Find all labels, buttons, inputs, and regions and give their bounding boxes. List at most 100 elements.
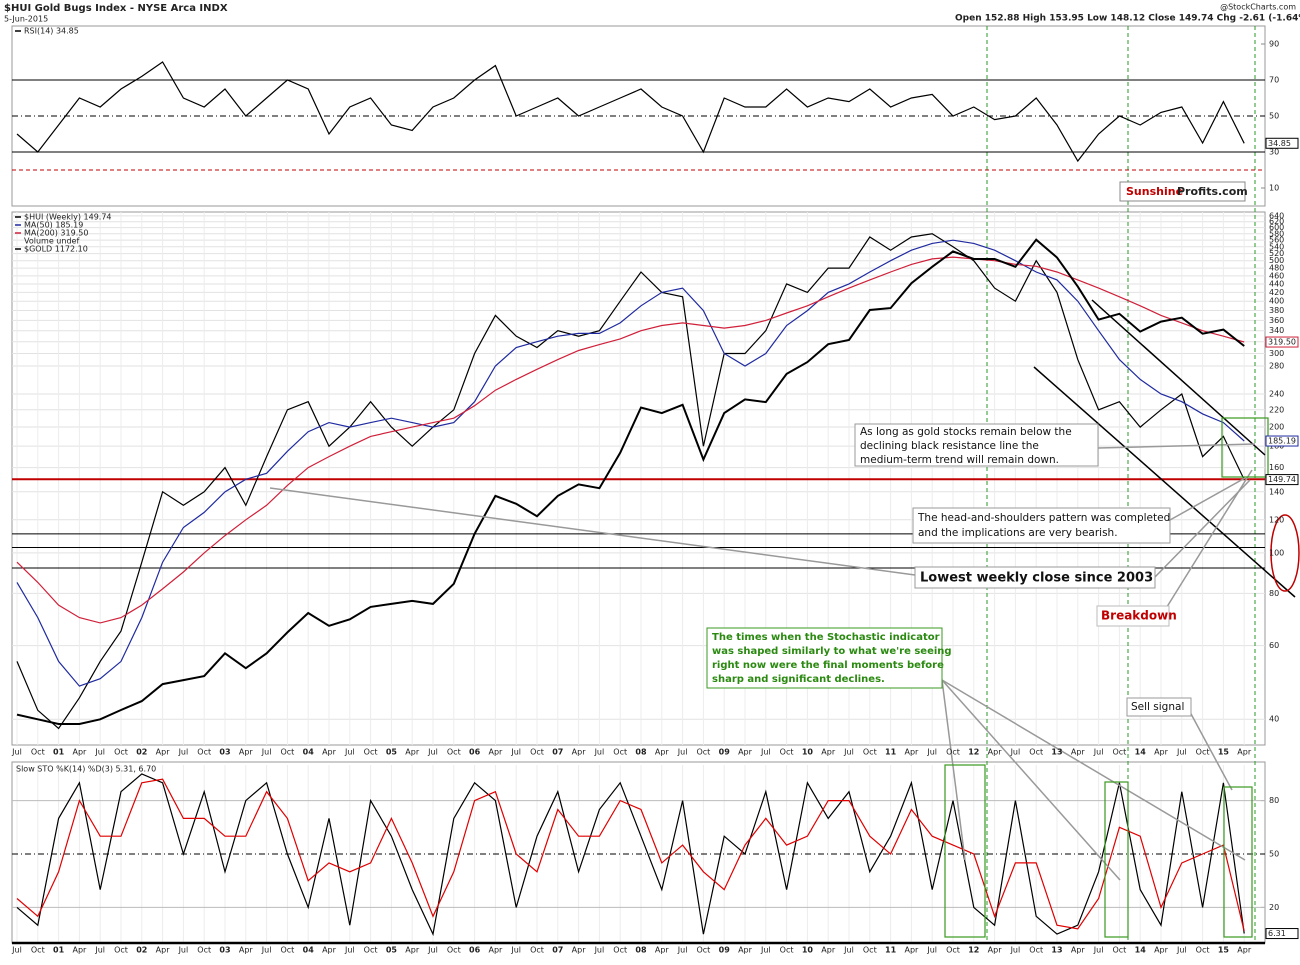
end-label: 149.74	[1268, 475, 1296, 484]
x-tick-label: Oct	[613, 748, 627, 757]
x-tick-label: Oct	[1196, 946, 1210, 955]
annotation-line: and the implications are very bearish.	[918, 527, 1118, 539]
x-tick-label: Jul	[1176, 946, 1187, 955]
annotation-box	[1126, 697, 1192, 717]
x-tick-label: Apr	[572, 748, 587, 757]
x-tick-label: 14	[1135, 946, 1147, 955]
y-tick-label: 380	[1269, 306, 1284, 315]
end-label: 185.19	[1268, 437, 1296, 446]
series-line	[16, 61, 1245, 163]
end-label: 34.85	[1268, 139, 1291, 148]
y-tick-label: 560	[1269, 236, 1284, 245]
y-tick-label: 400	[1269, 297, 1284, 306]
x-tick-label: Apr	[239, 946, 254, 955]
x-tick-label: 02	[136, 946, 147, 955]
x-tick-label: Apr	[1237, 748, 1252, 757]
x-tick-label: Apr	[239, 748, 254, 757]
pattern-box	[1104, 781, 1129, 938]
logo-part2: Profits.com	[1177, 185, 1248, 198]
x-tick-label: Apr	[322, 748, 337, 757]
x-tick-label: Jul	[94, 946, 105, 955]
x-tick-label: Oct	[31, 946, 45, 955]
annotation-line: was shaped similarly to what we're seein…	[712, 646, 952, 657]
x-tick-label: Oct	[114, 748, 128, 757]
series-line	[16, 256, 1245, 624]
x-tick-label: 07	[552, 946, 563, 955]
end-label: 319.50	[1268, 338, 1296, 347]
x-tick-label: Jul	[843, 748, 854, 757]
pointer	[941, 679, 1246, 861]
x-tick-label: Jul	[594, 748, 605, 757]
y-tick-label: 240	[1269, 389, 1284, 398]
trend-lines	[1033, 299, 1296, 598]
x-tick-label: 06	[469, 748, 481, 757]
legend-entry: RSI(14) 34.85	[24, 27, 79, 36]
pattern-box	[1223, 786, 1253, 938]
y-tick-label: 460	[1269, 271, 1284, 280]
x-tick-label: Jul	[344, 946, 355, 955]
pointers	[269, 443, 1256, 881]
pointer	[1164, 469, 1253, 611]
x-tick-label: Oct	[1112, 748, 1126, 757]
x-tick-label: Jul	[427, 946, 438, 955]
series-line	[16, 238, 1245, 725]
x-tick-label: Apr	[655, 748, 670, 757]
x-tick-label: Jul	[926, 946, 937, 955]
pointer	[941, 679, 1121, 881]
x-tick-label: 13	[1051, 748, 1062, 757]
x-tick-label: 15	[1218, 748, 1230, 757]
x-tick-label: 12	[968, 946, 979, 955]
annotation-line: declining black resistance line the	[860, 440, 1039, 452]
y-tick-label: 540	[1269, 242, 1284, 251]
x-tick-label: 01	[53, 748, 65, 757]
annotation-line: The times when the Stochastic indicator	[712, 632, 940, 643]
y-tick-label: 80	[1269, 589, 1279, 598]
x-tick-label: 01	[53, 946, 65, 955]
series-line	[16, 239, 1245, 687]
y-tick-label: 80	[1269, 796, 1279, 805]
x-tick-label: 08	[635, 748, 647, 757]
x-tick-label: Jul	[178, 748, 189, 757]
annotation-lowest: Lowest weekly close since 2003	[920, 571, 1153, 586]
legend-entry: Volume undef	[24, 237, 79, 246]
x-tick-label: Oct	[696, 748, 710, 757]
x-tick-label: Oct	[197, 748, 211, 757]
y-tick-label: 70	[1269, 76, 1279, 85]
x-tick-label: Oct	[1196, 748, 1210, 757]
y-tick-label: 120	[1269, 515, 1284, 524]
end-label-box	[1265, 435, 1299, 447]
annotation-line: The head-and-shoulders pattern was compl…	[917, 512, 1170, 524]
x-tick-label: 10	[802, 748, 814, 757]
y-tick-label: 280	[1269, 361, 1284, 370]
x-tick-label: 07	[552, 748, 563, 757]
x-tick-label: Apr	[1154, 748, 1169, 757]
y-tick-label: 90	[1269, 40, 1279, 49]
x-tick-label: 05	[386, 946, 398, 955]
end-label-box	[1265, 928, 1299, 940]
x-tick-label: 06	[469, 946, 481, 955]
pointer	[941, 679, 966, 861]
y-tick-label: 220	[1269, 405, 1284, 414]
y-tick-label: 500	[1269, 256, 1284, 265]
x-tick-label: Apr	[405, 946, 420, 955]
quote: Open 152.88 High 153.95 Low 148.12 Close…	[955, 14, 1300, 24]
x-tick-label: Jul	[178, 946, 189, 955]
x-tick-label: Oct	[1029, 946, 1043, 955]
annotation-line: medium-term trend will remain down.	[860, 454, 1059, 466]
series-line	[16, 233, 1245, 730]
annotation-box	[854, 423, 1099, 467]
pattern-box	[944, 764, 986, 938]
x-tick-label: Apr	[1237, 946, 1252, 955]
x-tick-label: 13	[1051, 946, 1062, 955]
x-tick-label: Oct	[613, 946, 627, 955]
pointer	[1154, 479, 1251, 578]
x-tick-label: Oct	[530, 946, 544, 955]
y-tick-label: 600	[1269, 223, 1284, 232]
x-tick-label: Apr	[488, 748, 503, 757]
y-tick-label: 60	[1269, 641, 1279, 650]
x-tick-label: 12	[968, 748, 979, 757]
signal-verticals	[986, 26, 1256, 943]
x-tick-label: Jul	[11, 946, 22, 955]
series-line	[16, 778, 1245, 932]
y-tick-label: 40	[1269, 715, 1279, 724]
